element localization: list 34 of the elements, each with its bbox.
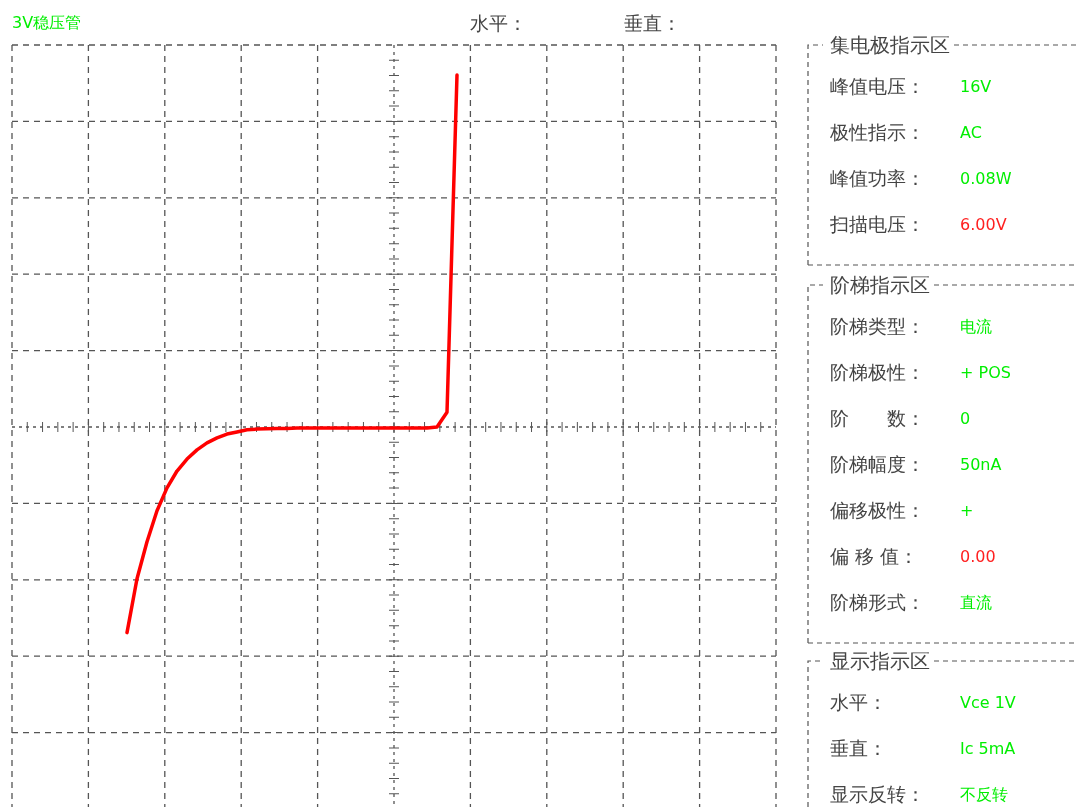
chart-title: 3V稳压管 (12, 13, 82, 32)
text: 阶梯类型： (830, 315, 925, 337)
text: 偏 移 值： (830, 545, 919, 567)
text: 50nA (960, 455, 1002, 474)
text: 0.00 (960, 547, 996, 566)
text: 极性指示： (829, 121, 925, 143)
text: 阶梯指示区 (830, 273, 930, 297)
text: 偏移极性： (830, 499, 925, 521)
text: 峰值功率： (830, 167, 925, 189)
text: 阶梯极性： (830, 361, 925, 383)
y-axis-title: 垂直： (624, 12, 681, 34)
text: + POS (960, 363, 1011, 382)
text: + (960, 501, 974, 520)
text: Ic 5mA (960, 739, 1016, 758)
text: 阶梯形式： (830, 591, 925, 613)
text: 显示指示区 (830, 649, 930, 673)
text: 扫描电压： (829, 213, 925, 235)
x-axis-title: 水平： (470, 12, 527, 34)
text: 电流 (960, 317, 992, 336)
text: 16V (960, 77, 992, 96)
text: 不反转 (960, 785, 1008, 804)
text: 显示反转： (830, 783, 925, 805)
text: Vce 1V (960, 693, 1016, 712)
text: 集电极指示区 (830, 33, 950, 57)
text: 垂直： (830, 737, 887, 759)
text: 阶 数： (830, 407, 925, 429)
text: 峰值电压： (830, 75, 925, 97)
text: 0 (960, 409, 971, 428)
text: 阶梯幅度： (830, 453, 925, 475)
text: 0.08W (960, 169, 1012, 188)
text: 6.00V (960, 215, 1007, 234)
text: 直流 (960, 593, 992, 612)
text: AC (960, 123, 982, 142)
text: 水平： (830, 691, 887, 713)
